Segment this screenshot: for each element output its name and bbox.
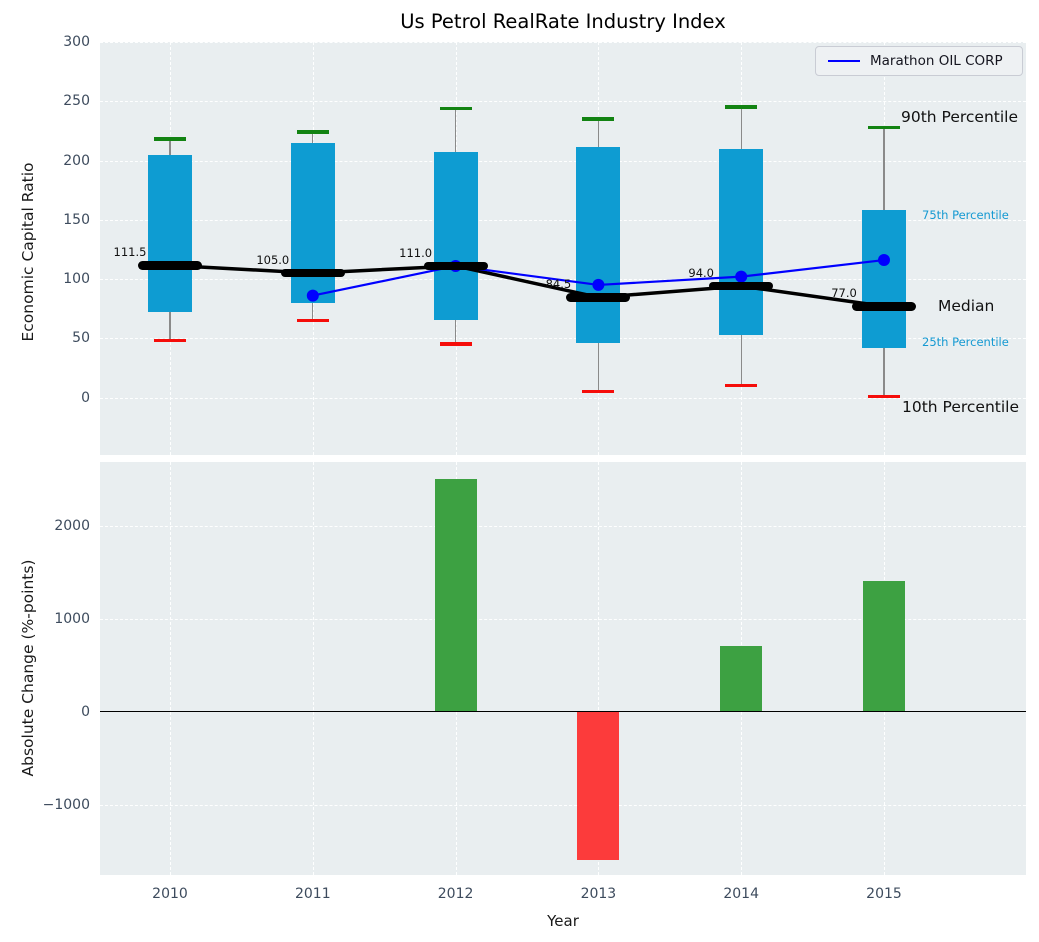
gridline-h [100, 804, 1026, 806]
median-segment [138, 261, 202, 270]
gridline-h [100, 219, 1026, 221]
whisker-cap-10th [868, 394, 900, 399]
gridline-h [100, 42, 1026, 43]
y-tick-label: 1000 [54, 610, 90, 627]
change-bar-2014 [720, 646, 763, 712]
bottom-y-axis-label: Absolute Change (%-points) [19, 559, 37, 777]
top-lines-layer [169, 254, 890, 308]
x-tick-label: 2010 [152, 886, 188, 902]
y-tick-label: 200 [63, 152, 90, 169]
y-tick-label: 0 [81, 389, 90, 406]
gridline-h [100, 160, 1026, 162]
iqr-box [719, 148, 764, 335]
company-marker [735, 270, 748, 283]
whisker-cap-90th [154, 137, 186, 141]
annotation-25th-percentile: 25th Percentile [922, 335, 1009, 349]
y-tick-label: 100 [63, 271, 90, 287]
iqr-box [862, 210, 906, 348]
whisker-cap-90th [725, 105, 758, 109]
gridline-h [100, 101, 1026, 103]
y-tick-label: −1000 [42, 796, 90, 813]
top-y-axis-label: Economic Capital Ratio [19, 162, 37, 342]
median-value-label: 105.0 [256, 253, 290, 268]
x-tick-label: 2013 [580, 886, 617, 902]
gridline-h [100, 618, 1026, 620]
gridline-v [312, 462, 314, 875]
zero-line [100, 710, 1026, 713]
y-tick-label: 150 [63, 211, 90, 228]
x-tick-label: 2015 [866, 886, 902, 902]
annotation-median: Median [938, 297, 995, 315]
x-tick-label: 2011 [294, 886, 331, 902]
iqr-box [148, 154, 192, 313]
y-tick-label: 250 [63, 93, 90, 110]
x-tick-label: 2012 [437, 886, 474, 902]
median-value-label: 111.0 [399, 245, 433, 260]
gridline-h [100, 525, 1026, 527]
x-axis-label: Year [547, 912, 579, 930]
change-bar-2015 [863, 581, 905, 712]
iqr-box [576, 147, 621, 343]
median-value-label: 111.5 [113, 245, 147, 260]
median-value-label: 94.0 [688, 266, 714, 281]
bottom-panel [100, 462, 1026, 875]
annotation-75th-percentile: 75th Percentile [922, 208, 1009, 222]
y-tick-label: 2000 [54, 517, 90, 534]
annotation-90th-percentile: 90th Percentile [901, 108, 1019, 126]
y-tick-label: 300 [63, 34, 90, 50]
whisker-cap-10th [582, 389, 615, 394]
annotation-10th-percentile: 10th Percentile [902, 398, 1020, 416]
gridline-v [598, 462, 600, 875]
legend-line-sample [828, 60, 860, 62]
company-marker [306, 289, 319, 302]
legend-label: Marathon OIL CORP [870, 53, 1003, 69]
y-tick-label: 0 [81, 703, 90, 720]
gridline-v [170, 462, 171, 875]
chart-title: Us Petrol RealRate Industry Index [400, 10, 726, 33]
whisker-cap-90th [439, 106, 472, 111]
median-segment [852, 302, 916, 311]
median-value-label: 84.5 [545, 277, 572, 292]
median-segment [709, 281, 774, 291]
iqr-box [433, 152, 478, 321]
company-marker [878, 254, 890, 267]
legend: Marathon OIL CORP [815, 46, 1023, 76]
whisker-cap-90th [582, 117, 615, 121]
median-segment [566, 293, 631, 302]
median-segment [280, 268, 345, 278]
top-panel: 111.5 105.0 111.0 84.5 94.0 77.0 [100, 42, 1026, 455]
whisker-cap-10th [439, 342, 472, 346]
change-bar-2012 [434, 479, 477, 712]
company-marker [592, 278, 605, 291]
y-tick-label: 50 [72, 330, 90, 347]
gridline-h [100, 397, 1026, 399]
median-value-label: 77.0 [831, 286, 857, 301]
whisker-cap-10th [154, 338, 186, 343]
change-bar-2013 [577, 711, 620, 861]
whisker-cap-10th [296, 318, 329, 323]
whisker-cap-90th [868, 125, 900, 130]
gridline-h [100, 338, 1026, 340]
median-segment [423, 261, 488, 271]
whisker-cap-90th [296, 130, 329, 134]
x-tick-label: 2014 [723, 886, 760, 902]
whisker-cap-10th [725, 383, 758, 388]
